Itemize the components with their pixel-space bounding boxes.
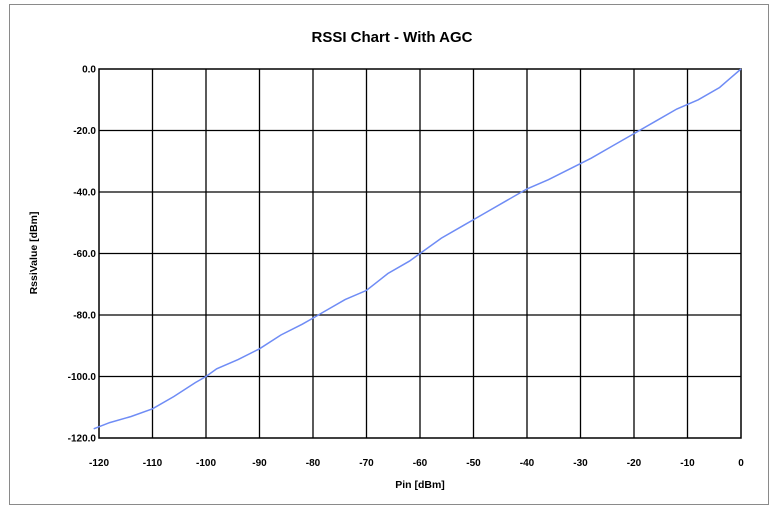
grid xyxy=(99,69,741,438)
x-tick-label: -80 xyxy=(306,458,321,469)
x-axis-ticks: -120 -110 -100 -90 -80 -70 -60 -50 -40 -30 -20 -10 0 xyxy=(89,458,744,469)
x-tick-label: -120 xyxy=(89,458,109,469)
x-axis-label: Pin [dBm] xyxy=(395,479,445,491)
x-tick-label: -110 xyxy=(143,458,163,469)
y-axis-label: RssiValue [dBm] xyxy=(28,212,40,295)
y-tick-label: -60.0 xyxy=(73,249,96,260)
chart-frame xyxy=(9,4,769,505)
y-tick-label: -100.0 xyxy=(68,372,97,383)
y-tick-label: -20.0 xyxy=(73,126,96,137)
y-tick-label: -80.0 xyxy=(73,311,96,322)
x-tick-label: -60 xyxy=(413,458,428,469)
y-tick-label: -40.0 xyxy=(73,188,96,199)
x-tick-label: -10 xyxy=(680,458,695,469)
y-tick-label: -120.0 xyxy=(68,434,97,445)
x-tick-label: 0 xyxy=(738,458,744,469)
y-axis-ticks: 0.0 -20.0 -40.0 -60.0 -80.0 -100.0 -120.0 xyxy=(68,65,97,445)
x-tick-label: -70 xyxy=(359,458,374,469)
x-tick-label: -30 xyxy=(573,458,588,469)
x-tick-label: -40 xyxy=(520,458,535,469)
chart-title: RSSI Chart - With AGC xyxy=(312,29,473,46)
x-tick-label: -20 xyxy=(627,458,642,469)
x-tick-label: -50 xyxy=(466,458,481,469)
x-tick-label: -100 xyxy=(196,458,216,469)
y-tick-label: 0.0 xyxy=(82,65,96,76)
x-tick-label: -90 xyxy=(252,458,267,469)
plot-area-border xyxy=(98,68,742,439)
rssi-series-line xyxy=(93,68,742,430)
